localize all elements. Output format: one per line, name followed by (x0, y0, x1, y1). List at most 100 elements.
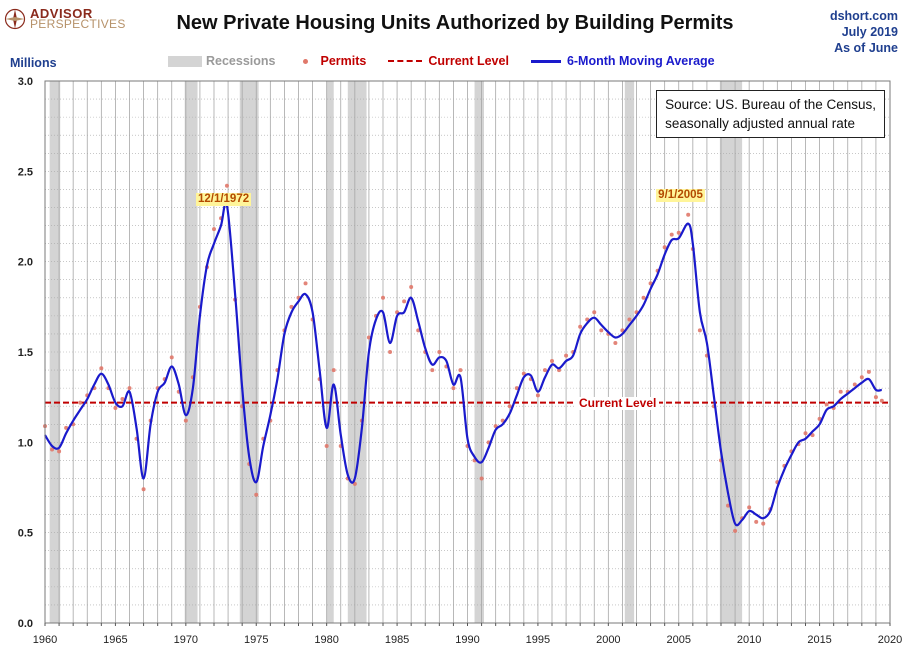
legend-permits: Permits (297, 54, 366, 68)
permits-point (564, 353, 569, 358)
legend-recessions: Recessions (168, 54, 275, 68)
y-tick-label: 2.5 (18, 166, 33, 178)
permits-point (824, 402, 829, 407)
peak-annotation-1972: 12/1/1972 (195, 193, 252, 207)
permits-point (212, 227, 216, 232)
permits-point (458, 368, 463, 373)
x-tick-label: 1985 (385, 634, 409, 646)
permits-point (613, 340, 618, 345)
permits-point (838, 389, 843, 394)
permits-point (676, 230, 681, 235)
legend-current-level-label: Current Level (428, 54, 509, 68)
x-tick-label: 1965 (103, 634, 127, 646)
x-tick-label: 1980 (314, 634, 338, 646)
y-axis-label: Millions (10, 56, 57, 70)
permits-point (409, 284, 414, 289)
permits-point (64, 425, 69, 430)
source-note-line2: seasonally adjusted annual rate (665, 116, 856, 131)
permits-point (641, 295, 646, 300)
y-tick-labels: 0.0 0.5 1.0 1.5 2.0 2.5 3.0 (18, 76, 33, 630)
permits-point (599, 328, 604, 333)
legend-moving-average-label: 6-Month Moving Average (566, 54, 715, 68)
x-tick-label: 2005 (667, 634, 691, 646)
permits-point (873, 395, 878, 400)
current-level-label: Current Level (576, 396, 660, 410)
permits-point (331, 368, 336, 373)
permits-point (803, 431, 808, 436)
grid-lines (44, 80, 891, 624)
permits-point (169, 355, 174, 360)
permits-point (381, 295, 385, 300)
chart-title: New Private Housing Units Authorized by … (176, 12, 734, 34)
permits-point (726, 503, 731, 508)
source-note-line1: Source: US. Bureau of the Census, (665, 97, 876, 112)
permits-point (542, 368, 547, 373)
x-tick-label: 2020 (878, 634, 902, 646)
y-tick-label: 0.5 (18, 528, 33, 540)
logo-text-advisor: ADVISOR (30, 6, 93, 21)
header-source-block: dshort.com July 2019 As of June (830, 8, 898, 56)
x-tick-label: 1995 (526, 634, 550, 646)
chart-legend: Recessions Permits Current Level 6-Month… (168, 52, 737, 70)
permits-point (578, 324, 583, 329)
permits-point (733, 528, 738, 533)
permits-point (507, 404, 512, 409)
logo-text-perspectives: PERSPECTIVES (30, 17, 126, 31)
permits-points (43, 183, 884, 533)
legend-current-level-swatch (388, 60, 423, 62)
x-tick-labels: 1960 1965 1970 1975 1980 1985 1990 1995 2000 2005… (33, 634, 902, 646)
permits-point (686, 212, 691, 217)
peak-annotation-2005: 9/1/2005 (656, 188, 705, 202)
compass-rose-icon (4, 8, 26, 30)
as-of-date: As of June (834, 41, 898, 55)
legend-recessions-label: Recessions (206, 54, 276, 68)
recession-band (624, 81, 635, 623)
permits-point (627, 317, 632, 322)
legend-permits-label: Permits (320, 54, 367, 68)
recession-band (184, 81, 198, 623)
permits-point (78, 400, 83, 405)
permits-point (324, 443, 329, 448)
x-tick-label: 2010 (737, 634, 761, 646)
y-tick-label: 0.0 (18, 618, 33, 630)
y-tick-label: 1.0 (18, 437, 33, 449)
permits-point (127, 386, 132, 391)
permits-point (852, 382, 857, 387)
permits-point (388, 350, 393, 354)
permits-point (254, 492, 259, 497)
x-tick-label: 1960 (33, 634, 57, 646)
legend-moving-average: 6-Month Moving Average (530, 54, 715, 68)
permits-point (451, 386, 456, 391)
permits-point (120, 396, 125, 401)
y-tick-label: 3.0 (18, 76, 33, 88)
permits-point (859, 375, 864, 380)
y-tick-label: 1.5 (18, 347, 33, 359)
legend-current-level: Current Level (388, 54, 509, 68)
x-tick-label: 1970 (174, 634, 198, 646)
permits-point (761, 521, 766, 526)
permits-point (141, 487, 146, 492)
permits-point (747, 505, 752, 510)
recession-band (474, 81, 484, 623)
permits-point (669, 232, 674, 237)
x-tick-label: 2000 (596, 634, 620, 646)
permits-point (99, 366, 104, 371)
permits-point (866, 369, 871, 374)
legend-permits-marker (303, 58, 309, 64)
source-note-box: Source: US. Bureau of the Census, season… (656, 90, 885, 138)
permits-point (514, 386, 519, 391)
permits-point (303, 281, 308, 286)
permits-point (479, 476, 484, 481)
permits-point (754, 519, 759, 524)
site-name: dshort.com (829, 9, 898, 23)
advisor-perspectives-logo: ADVISOR PERSPECTIVES (4, 6, 126, 31)
permits-point (437, 350, 442, 354)
y-tick-label: 2.0 (18, 257, 33, 269)
permits-point (817, 416, 822, 421)
x-tick-label: 1975 (244, 634, 268, 646)
permits-point (113, 406, 118, 411)
permits-point (402, 299, 407, 304)
permits-point (697, 328, 702, 333)
permits-point (879, 398, 884, 403)
